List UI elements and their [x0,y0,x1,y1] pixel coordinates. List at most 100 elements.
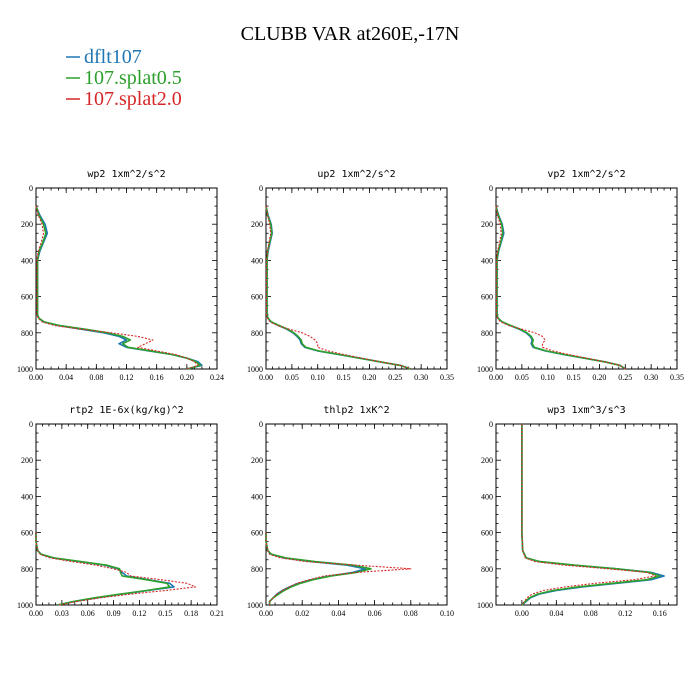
y-tick-label: 1000 [247,601,263,610]
legend-label: 107.splat0.5 [84,67,182,89]
x-tick-label: 0.10 [311,373,325,382]
x-tick-label: 0.15 [337,373,351,382]
x-tick-label: 0.30 [414,373,428,382]
y-tick-label: 600 [481,293,493,302]
x-tick-label: 0.05 [515,373,529,382]
x-tick-label: 0.00 [259,609,273,618]
x-tick-label: 0.12 [618,609,632,618]
series-line-dflt107 [495,205,626,370]
y-tick-label: 800 [251,565,263,574]
x-tick-label: 0.04 [331,609,345,618]
legend-label: 107.splat2.0 [84,88,182,110]
x-tick-label: 0.02 [295,609,309,618]
series-line-107-splat0-5 [521,424,661,606]
chart-panel-5: wp3 1xm^3/s^3 0 200 400 600 800 1000 0.00 0.04 0.… [477,405,678,618]
x-tick-label: 0.12 [120,373,134,382]
x-tick-label: 0.00 [515,609,529,618]
x-tick-label: 0.24 [210,373,224,382]
x-tick-label: 0.04 [549,609,563,618]
y-tick-label: 200 [481,220,493,229]
x-tick-label: 0.15 [567,373,581,382]
y-tick-label: 800 [481,565,493,574]
x-tick-label: 0.35 [670,373,684,382]
y-tick-label: 600 [21,293,33,302]
y-tick-label: 1000 [247,365,263,374]
series-line-dflt107 [35,532,175,606]
x-tick-label: 0.06 [81,609,95,618]
x-tick-label: 0.20 [592,373,606,382]
y-tick-label: 0 [29,420,33,429]
x-tick-label: 0.10 [541,373,555,382]
x-tick-label: 0.03 [55,609,69,618]
x-tick-label: 0.08 [404,609,418,618]
panel-title: thlp2 1xK^2 [323,405,389,416]
panel-title: wp2 1xm^2/s^2 [87,169,165,180]
y-tick-label: 600 [481,529,493,538]
y-tick-label: 200 [21,456,33,465]
x-tick-label: 0.35 [440,373,454,382]
legend-label: dflt107 [84,46,142,68]
x-tick-label: 0.16 [150,373,164,382]
y-tick-label: 0 [489,420,493,429]
chart-panel-3: rtp2 1E-6x(kg/kg)^2 0 200 400 600 800 10000.00… [17,405,224,618]
x-tick-label: 0.09 [107,609,121,618]
panel-title: up2 1xm^2/s^2 [317,169,395,180]
plot-frame [265,187,448,370]
series-line-dflt107 [265,532,367,605]
x-tick-label: 0.08 [89,373,103,382]
y-tick-label: 200 [481,456,493,465]
y-tick-label: 1000 [477,365,493,374]
y-tick-label: 1000 [17,365,33,374]
x-tick-label: 0.20 [180,373,194,382]
y-tick-label: 800 [21,565,33,574]
x-tick-label: 0.00 [29,609,43,618]
series-line-107-splat0-5 [35,532,171,606]
x-tick-label: 0.30 [644,373,658,382]
legend-entry-2: 107.splat2.0 [66,88,182,110]
plot-frame [265,423,448,606]
series-line-dflt107 [265,205,412,370]
y-tick-label: 600 [21,529,33,538]
x-tick-label: 0.25 [388,373,402,382]
x-tick-label: 0.04 [59,373,73,382]
panel-title: vp2 1xm^2/s^2 [547,169,625,180]
series-line-107-splat2-0 [265,532,412,605]
x-tick-label: 0.21 [210,609,224,618]
x-tick-label: 0.16 [653,609,667,618]
x-tick-label: 0.00 [489,373,503,382]
panel-title: rtp2 1E-6x(kg/kg)^2 [69,405,183,416]
x-tick-label: 0.25 [618,373,632,382]
plot-frame [495,423,678,606]
legend-entry-1: 107.splat0.5 [66,67,182,89]
x-tick-label: 0.18 [184,609,198,618]
series-line-dflt107 [35,205,203,370]
y-tick-label: 800 [21,329,33,338]
series-line-107-splat0-5 [265,205,412,370]
series-line-107-splat2-0 [35,205,199,370]
y-tick-label: 800 [481,329,493,338]
figure-title: CLUBB VAR at260E,-17N [241,23,460,45]
x-tick-label: 0.10 [440,609,454,618]
y-tick-label: 1000 [477,601,493,610]
x-tick-label: 0.06 [368,609,382,618]
y-tick-label: 0 [489,184,493,193]
y-tick-label: 200 [21,220,33,229]
y-tick-label: 400 [251,492,263,501]
y-tick-label: 400 [481,492,493,501]
x-tick-label: 0.05 [285,373,299,382]
y-tick-label: 1000 [17,601,33,610]
x-tick-label: 0.15 [158,609,172,618]
legend-entry-0: dflt107 [66,46,142,68]
series-line-107-splat2-0 [495,206,626,370]
y-tick-label: 0 [259,420,263,429]
y-tick-label: 400 [251,256,263,265]
x-tick-label: 0.08 [584,609,598,618]
plot-frame [35,423,218,606]
y-tick-label: 600 [251,529,263,538]
x-tick-label: 0.00 [29,373,43,382]
